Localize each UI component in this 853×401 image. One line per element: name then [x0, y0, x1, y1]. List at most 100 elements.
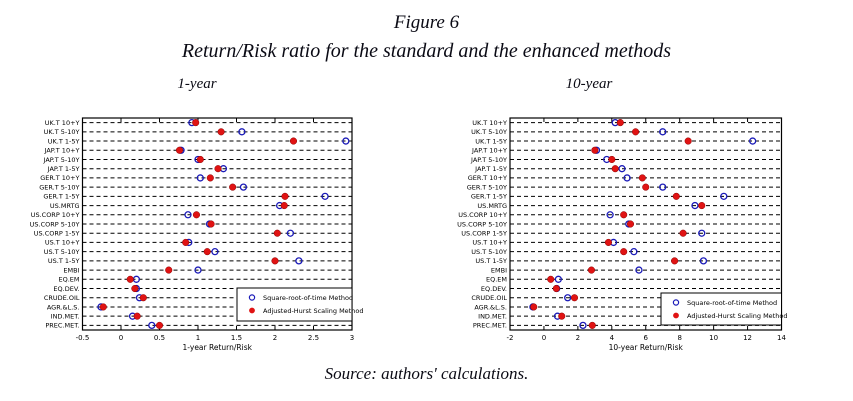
- point-sqrt-method: [630, 248, 638, 256]
- category-label: JAP.T 5-10Y: [470, 156, 507, 164]
- category-label: EQ.EM: [58, 276, 79, 284]
- category-label: US.CORP 10+Y: [31, 211, 80, 219]
- category-label: EQ.DEV.: [481, 285, 507, 293]
- point-hurst-method: [182, 238, 190, 246]
- point-sqrt-method: [286, 229, 295, 237]
- category-label: US.T 10+Y: [45, 239, 80, 247]
- point-sqrt-method: [148, 321, 156, 330]
- point-sqrt-method: [554, 275, 563, 283]
- x-tick-label: 4: [610, 334, 615, 342]
- category-label: JAP.T 1-5Y: [47, 165, 80, 173]
- point-hurst-method: [671, 257, 679, 265]
- point-hurst-method: [207, 220, 215, 228]
- legend-marker-open-circle-icon: [248, 294, 256, 301]
- legend-marker-filled-circle-icon: [673, 312, 679, 319]
- point-hurst-method: [626, 220, 635, 228]
- point-hurst-method: [139, 294, 147, 302]
- x-tick-label: -2: [507, 334, 514, 342]
- point-hurst-method: [570, 294, 579, 302]
- point-hurst-method: [620, 248, 628, 256]
- plot-border: [81, 117, 353, 331]
- legend-label: Adjusted-Hurst Scaling Method: [263, 307, 363, 315]
- category-label: AGR.&L.S.: [474, 303, 507, 311]
- legend-box: [660, 292, 782, 326]
- category-label: US.CORP 5-10Y: [457, 220, 507, 228]
- point-hurst-method: [273, 229, 281, 237]
- category-label: IND.MET.: [51, 312, 80, 320]
- point-hurst-method: [632, 128, 640, 136]
- category-label: GER.T 5-10Y: [467, 183, 507, 191]
- category-label: GER.T 1-5Y: [43, 193, 79, 201]
- x-tick-label: 2: [576, 334, 580, 342]
- x-tick-label: 8: [677, 334, 681, 342]
- point-hurst-method: [558, 312, 566, 320]
- figure-source: Source: authors' calculations.: [324, 364, 529, 383]
- point-hurst-method: [547, 275, 555, 283]
- x-tick-label: 10: [709, 334, 718, 342]
- legend-label: Square-root-of-time Method: [263, 294, 353, 302]
- point-hurst-method: [206, 174, 214, 182]
- panel-title-1-year: 1-year: [177, 76, 217, 92]
- x-tick-label: 1: [196, 334, 200, 342]
- figure-title: Figure 6: [393, 12, 460, 33]
- x-tick-label: 6: [644, 334, 649, 342]
- x-tick-label: 0: [119, 334, 123, 342]
- point-hurst-method: [99, 303, 107, 311]
- point-sqrt-method: [239, 183, 248, 191]
- category-label: US.MRTG: [477, 202, 507, 210]
- legend-label: Square-root-of-time Method: [687, 299, 777, 307]
- category-label: US.T 10+Y: [472, 239, 507, 247]
- category-label: US.CORP 1-5Y: [34, 230, 80, 238]
- point-hurst-method: [608, 155, 616, 164]
- point-hurst-method: [604, 238, 612, 246]
- point-sqrt-method: [342, 137, 350, 145]
- point-hurst-method: [698, 202, 706, 210]
- point-hurst-method: [638, 174, 646, 182]
- point-hurst-method: [591, 146, 599, 154]
- point-hurst-method: [281, 192, 289, 200]
- category-label: CRUDE.OIL: [471, 294, 507, 302]
- point-hurst-method: [587, 266, 596, 274]
- point-sqrt-method: [184, 211, 192, 219]
- x-tick-label: 12: [743, 334, 752, 342]
- x-tick-label: 0.5: [154, 334, 165, 342]
- category-label: US.T 1-5Y: [475, 257, 507, 265]
- category-label: GER.T 10+Y: [468, 174, 507, 182]
- point-hurst-method: [552, 284, 560, 293]
- point-sqrt-method: [749, 137, 757, 145]
- category-label: US.CORP 10+Y: [458, 211, 507, 219]
- x-tick-label: 2.5: [308, 334, 319, 342]
- category-label: EQ.EM: [486, 276, 507, 284]
- x-axis-label: 1-year Return/Risk: [183, 343, 253, 352]
- point-sqrt-method: [579, 321, 587, 330]
- point-sqrt-method: [196, 174, 204, 182]
- category-label: PREC.MET.: [473, 322, 507, 330]
- point-sqrt-method: [321, 192, 329, 200]
- point-sqrt-method: [698, 229, 706, 237]
- point-hurst-method: [642, 183, 650, 191]
- category-label: EMBI: [63, 266, 79, 274]
- point-hurst-method: [133, 312, 141, 320]
- point-hurst-method: [196, 155, 204, 164]
- category-label: UK.T 1-5Y: [475, 137, 507, 145]
- x-tick-label: 0: [542, 334, 546, 342]
- point-sqrt-method: [194, 266, 202, 274]
- point-sqrt-method: [295, 257, 303, 265]
- legend-marker-open-circle-icon: [672, 299, 680, 306]
- x-tick-label: 2: [273, 334, 277, 342]
- point-hurst-method: [165, 266, 173, 274]
- point-hurst-method: [175, 146, 184, 154]
- category-label: EMBI: [491, 266, 507, 274]
- point-hurst-method: [616, 119, 624, 127]
- x-axis-label: 10-year Return/Risk: [609, 343, 684, 352]
- point-hurst-method: [280, 202, 288, 210]
- point-hurst-method: [192, 211, 201, 219]
- point-hurst-method: [679, 229, 687, 237]
- point-hurst-method: [217, 128, 225, 136]
- category-label: PREC.MET.: [45, 322, 79, 330]
- legend-box: [236, 287, 353, 322]
- point-sqrt-method: [720, 192, 728, 200]
- category-label: GER.T 1-5Y: [471, 193, 507, 201]
